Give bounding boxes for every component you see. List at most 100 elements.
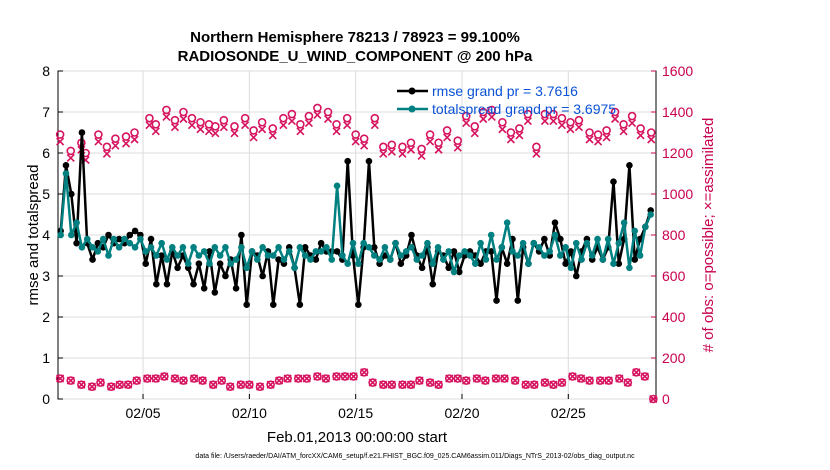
possible-obs-point xyxy=(219,115,229,132)
rmse-point xyxy=(503,260,511,268)
rmse-point xyxy=(89,256,96,263)
possible-obs-circle xyxy=(523,109,533,119)
right-tick-label: 600 xyxy=(662,268,686,284)
possible-obs-circle xyxy=(198,376,207,385)
totalspread-point xyxy=(168,244,176,251)
rmse-point xyxy=(174,264,181,272)
assimilated-obs-point xyxy=(123,380,133,389)
totalspread-point xyxy=(222,244,229,251)
totalspread-point xyxy=(535,244,543,251)
assimilated-obs-cross xyxy=(619,127,628,136)
totalspread-point xyxy=(551,231,559,239)
assimilated-obs-cross xyxy=(360,141,369,150)
possible-obs-circle xyxy=(604,376,613,385)
assimilated-obs-point xyxy=(379,380,388,389)
rmse-point xyxy=(631,256,639,263)
assimilated-obs-cross xyxy=(115,380,124,389)
assimilated-obs-cross xyxy=(498,125,507,134)
rmse-point xyxy=(615,260,623,268)
totalspread-point xyxy=(562,244,569,251)
assimilated-obs-cross xyxy=(340,372,350,381)
possible-obs-circle xyxy=(321,374,331,383)
assimilated-obs-point xyxy=(283,374,292,383)
totalspread-point xyxy=(408,244,415,251)
possible-obs-point xyxy=(170,115,180,132)
possible-obs-circle xyxy=(283,374,292,383)
totalspread-point xyxy=(307,256,314,263)
assimilated-obs-cross xyxy=(143,374,152,383)
rmse-point xyxy=(445,264,452,272)
assimilated-obs-cross xyxy=(94,137,103,146)
totalspread-point xyxy=(530,239,538,247)
assimilated-obs-cross xyxy=(557,378,566,387)
totalspread-point xyxy=(333,182,341,190)
assimilated-obs-cross xyxy=(268,131,277,140)
possible-obs-circle xyxy=(219,115,229,125)
possible-obs-circle xyxy=(106,382,116,392)
assimilated-obs-cross xyxy=(415,376,424,385)
possible-obs-circle xyxy=(593,130,603,139)
totalspread-point xyxy=(349,239,357,247)
possible-obs-point xyxy=(540,109,550,126)
right-tick-label: 1600 xyxy=(662,63,693,79)
possible-obs-point xyxy=(532,142,541,158)
assimilated-obs-cross xyxy=(249,133,258,142)
possible-obs-point xyxy=(549,109,558,126)
assimilated-obs-cross xyxy=(557,121,566,130)
possible-obs-circle xyxy=(349,372,358,381)
totalspread-point xyxy=(482,256,490,263)
possible-obs-circle xyxy=(379,380,388,389)
totalspread-point xyxy=(248,248,256,255)
possible-obs-circle xyxy=(481,376,490,385)
possible-obs-circle xyxy=(111,134,120,143)
totalspread-point xyxy=(328,256,336,263)
assimilated-obs-point xyxy=(461,376,471,385)
assimilated-obs-point xyxy=(55,374,65,383)
rmse-point xyxy=(211,289,219,296)
assimilated-obs-point xyxy=(632,368,641,377)
assimilated-obs-cross xyxy=(566,125,575,134)
assimilated-obs-cross xyxy=(236,380,245,389)
rmse-point xyxy=(275,256,282,263)
possible-obs-circle xyxy=(453,136,463,145)
totalspread-point xyxy=(594,235,601,243)
totalspread-point xyxy=(280,256,288,263)
possible-obs-point xyxy=(593,130,603,146)
rmse-point xyxy=(344,157,351,165)
assimilated-obs-cross xyxy=(434,380,443,389)
assimilated-obs-cross xyxy=(585,135,594,144)
totalspread-point xyxy=(285,248,293,255)
assimilated-obs-cross xyxy=(179,114,188,124)
possible-obs-circle xyxy=(332,120,341,129)
assimilated-obs-point xyxy=(368,378,377,387)
assimilated-obs-cross xyxy=(636,131,645,140)
possible-obs-circle xyxy=(323,107,333,117)
rmse-point xyxy=(456,268,463,276)
possible-obs-circle xyxy=(66,146,76,156)
x-tick-label: 02/05 xyxy=(126,405,161,421)
rmse-point xyxy=(408,231,415,239)
possible-obs-point xyxy=(585,128,594,144)
assimilated-obs-cross xyxy=(275,376,284,385)
possible-obs-point xyxy=(425,130,435,146)
assimilated-obs-cross xyxy=(332,372,341,381)
left-tick-label: 0 xyxy=(42,391,50,407)
totalspread-point xyxy=(216,252,224,259)
possible-obs-point xyxy=(240,113,250,130)
left-tick-label: 1 xyxy=(42,350,50,366)
assimilated-obs-cross xyxy=(453,374,462,383)
left-tick-label: 5 xyxy=(42,186,50,202)
assimilated-obs-cross xyxy=(615,374,624,383)
assimilated-obs-cross xyxy=(360,368,369,377)
assimilated-obs-cross xyxy=(479,114,488,124)
possible-obs-point xyxy=(323,107,333,124)
assimilated-obs-cross xyxy=(515,131,524,140)
assimilated-obs-cross xyxy=(604,376,613,385)
rmse-point xyxy=(147,235,155,243)
assimilated-obs-cross xyxy=(170,374,180,383)
possible-obs-circle xyxy=(302,374,312,383)
assimilated-obs-cross xyxy=(283,374,292,383)
assimilated-obs-cross xyxy=(130,135,139,144)
totalspread-point xyxy=(471,260,479,268)
totalspread-point xyxy=(440,256,447,263)
